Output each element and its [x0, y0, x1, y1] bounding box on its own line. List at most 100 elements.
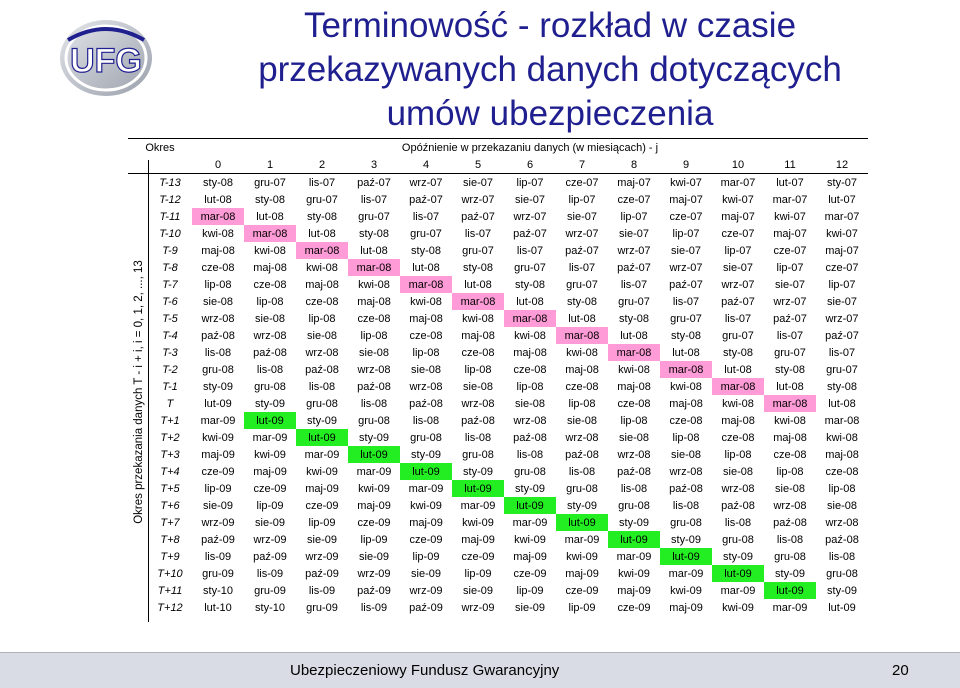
table-cell: sie-09 — [255, 516, 285, 529]
table-cell: lis-08 — [308, 380, 336, 393]
table-cell: sie-08 — [723, 465, 753, 478]
table-cell: lip-08 — [412, 346, 440, 359]
table-cell: kwi-08 — [566, 346, 598, 359]
table-cell: maj-08 — [669, 397, 703, 410]
table-cell: wrz-07 — [461, 193, 495, 206]
table-cell: sie-07 — [723, 261, 753, 274]
row-label: T+6 — [160, 499, 180, 512]
row-label: T-13 — [159, 176, 181, 189]
table-cell: sie-08 — [359, 346, 389, 359]
table-cell: mar-08 — [192, 208, 244, 225]
title-line-2: przekazywanych danych dotyczących — [258, 50, 842, 89]
column-header: 11 — [764, 156, 816, 174]
table-cell: maj-07 — [773, 227, 807, 240]
table-cell: wrz-08 — [253, 329, 287, 342]
row-label: T+11 — [157, 584, 183, 597]
table-cell: cze-08 — [773, 448, 807, 461]
table-cell: lut-09 — [764, 582, 816, 599]
row-label: T-9 — [162, 244, 178, 257]
table-cell: gru-08 — [774, 550, 806, 563]
table-cell: sie-08 — [515, 397, 545, 410]
table-cell: kwi-09 — [514, 533, 546, 546]
table-cell: kwi-08 — [410, 295, 442, 308]
table-cell: cze-08 — [721, 431, 755, 444]
table-cell: maj-09 — [513, 550, 547, 563]
table-cell: gru-08 — [670, 516, 702, 529]
footer-divider — [0, 652, 960, 653]
table-cell: wrz-08 — [565, 431, 599, 444]
table-cell: maj-09 — [669, 601, 703, 614]
table-cell: cze-08 — [565, 380, 599, 393]
table-cell: paź-08 — [773, 516, 807, 529]
table-cell: paź-08 — [617, 465, 651, 478]
table-row: T-8 cze-08 maj-08 kwi-08 mar-08 lut-08 sty-08 g… — [128, 259, 868, 276]
table-cell: cze-07 — [721, 227, 755, 240]
table-cell: lut-07 — [776, 176, 804, 189]
table-cell: lis-07 — [568, 261, 596, 274]
table-cell: mar-08 — [608, 344, 660, 361]
table-cell: sty-09 — [567, 499, 597, 512]
row-label: T+1 — [160, 414, 180, 427]
table-cell: cze-07 — [773, 244, 807, 257]
table-cell: wrz-07 — [409, 176, 443, 189]
page-number: 20 — [892, 662, 909, 679]
table-cell: paź-08 — [565, 448, 599, 461]
table-cell: wrz-08 — [305, 346, 339, 359]
table-cell: gru-08 — [514, 465, 546, 478]
table-cell: sie-08 — [255, 312, 285, 325]
table-cell: lis-07 — [620, 278, 648, 291]
table-cell: lut-08 — [724, 363, 752, 376]
table-cell: lis-08 — [464, 431, 492, 444]
table-cell: cze-07 — [565, 176, 599, 189]
table-cell: mar-09 — [772, 601, 808, 614]
table-cell: sie-08 — [463, 380, 493, 393]
table-cell: lip-08 — [204, 278, 232, 291]
slide-title: Terminowość - rozkład w czasie przekazyw… — [190, 4, 910, 136]
table-cell: lip-07 — [828, 278, 856, 291]
table-cell: lut-08 — [776, 380, 804, 393]
table-cell: lis-08 — [360, 397, 388, 410]
table-cell: gru-07 — [826, 363, 858, 376]
table-cell: lip-08 — [672, 431, 700, 444]
table-cell: cze-09 — [357, 516, 391, 529]
table-cell: mar-09 — [200, 414, 236, 427]
table-cell: gru-07 — [306, 193, 338, 206]
table-cell: mar-09 — [408, 482, 444, 495]
table-cell: lip-08 — [308, 312, 336, 325]
table-cell: gru-08 — [202, 363, 234, 376]
column-header: 8 — [608, 156, 660, 174]
table-cell: sty-08 — [723, 346, 753, 359]
table-cell: mar-09 — [564, 533, 600, 546]
table-cell: sty-09 — [203, 380, 233, 393]
row-label: T+9 — [160, 550, 180, 563]
table-row: T-9 maj-08 kwi-08 mar-08 lut-08 sty-08 gru-07 l… — [128, 242, 868, 259]
table-cell: wrz-08 — [201, 312, 235, 325]
title-line-1: Terminowość - rozkład w czasie — [303, 6, 797, 45]
table-cell: wrz-09 — [409, 584, 443, 597]
table-cell: lip-07 — [724, 244, 752, 257]
ufg-logo: UFG — [60, 20, 152, 96]
y-axis-spacer — [128, 174, 148, 617]
table-cell: sty-10 — [255, 601, 285, 614]
table-cell: lis-09 — [204, 550, 232, 563]
table-cell: sie-07 — [515, 193, 545, 206]
table-cell: sie-08 — [827, 499, 857, 512]
table-cell: lut-09 — [504, 497, 556, 514]
table-cell: lip-08 — [516, 380, 544, 393]
table-cell: lut-09 — [556, 514, 608, 531]
delay-header: Opóźnienie w przekazaniu danych (w miesi… — [192, 138, 868, 156]
table-cell: sie-08 — [671, 448, 701, 461]
table-cell: sty-09 — [307, 414, 337, 427]
table-cell: cze-08 — [253, 278, 287, 291]
table-row: T+7 wrz-09 sie-09 lip-09 cze-09 maj-09 kwi-09 m… — [128, 514, 868, 531]
table-cell: gru-08 — [410, 431, 442, 444]
table-cell: lis-07 — [776, 329, 804, 342]
table-cell: lis-07 — [724, 312, 752, 325]
table-cell: kwi-08 — [462, 312, 494, 325]
table-cell: gru-07 — [722, 329, 754, 342]
table-cell: lut-09 — [608, 531, 660, 548]
table-cell: lip-09 — [412, 550, 440, 563]
table-row: T+12 lut-10 sty-10 gru-09 lis-09 paź-09 wrz-09… — [128, 599, 868, 616]
table-cell: kwi-08 — [254, 244, 286, 257]
table-cell: mar-08 — [556, 327, 608, 344]
